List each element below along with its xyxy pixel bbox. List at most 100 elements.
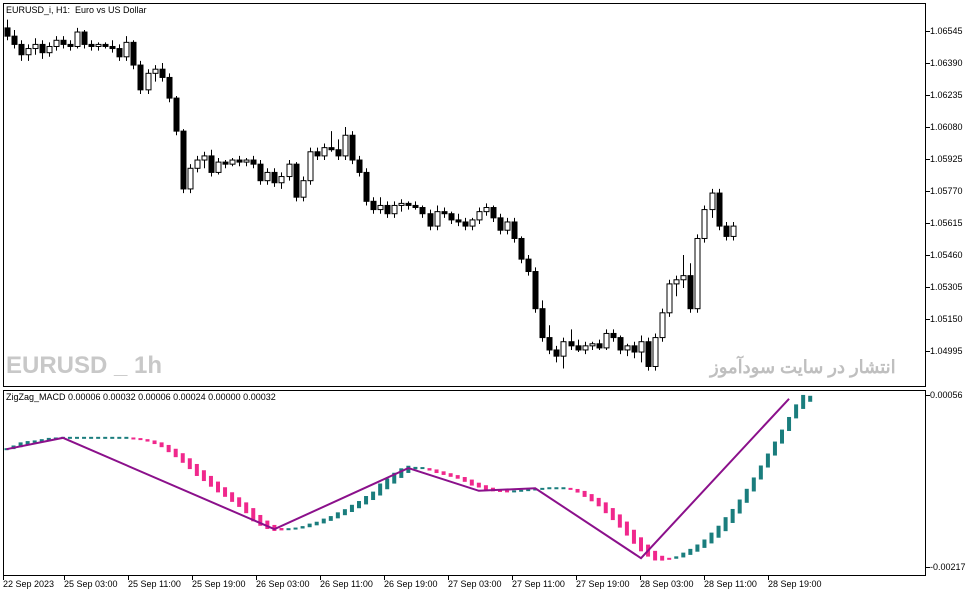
- macd-up-bar: [554, 487, 559, 490]
- macd-down-bar: [237, 497, 242, 507]
- candle-body: [159, 68, 166, 78]
- candle-body: [539, 308, 546, 339]
- bear-candle: [236, 155, 243, 167]
- candle-body: [293, 163, 300, 198]
- candle-body: [201, 155, 208, 161]
- macd-up-bar: [723, 517, 728, 532]
- bull-candle: [730, 221, 737, 241]
- macd-up-bar: [335, 512, 340, 519]
- time-label: 25 Sep 19:00: [192, 579, 246, 589]
- macd-down-bar: [166, 444, 171, 453]
- price-tick: [926, 351, 930, 352]
- price-tick: [926, 191, 930, 192]
- candle-body: [363, 171, 370, 202]
- macd-up-bar: [392, 472, 397, 484]
- macd-up-bar: [75, 436, 79, 439]
- candle-body: [81, 31, 88, 45]
- macd-down-bar: [152, 440, 157, 445]
- macd-down-bar: [131, 437, 136, 440]
- bull-candle: [709, 188, 716, 218]
- candle-body: [441, 211, 448, 215]
- candle-body: [194, 159, 201, 169]
- bull-candle: [652, 333, 659, 371]
- macd-up-bar: [117, 436, 122, 439]
- bear-candle: [462, 217, 469, 231]
- bear-candle: [553, 345, 560, 363]
- macd-down-bar: [667, 557, 672, 560]
- macd-up-bar: [307, 523, 312, 528]
- macd-down-bar: [596, 497, 601, 507]
- macd-down-bar: [223, 487, 228, 497]
- candle-body: [137, 64, 144, 91]
- bull-candle: [300, 176, 307, 202]
- bear-candle: [687, 263, 694, 313]
- macd-up-bar: [342, 509, 347, 516]
- candle-body: [145, 72, 152, 91]
- macd-up-bar: [730, 508, 735, 523]
- bear-candle: [497, 213, 504, 235]
- time-tick: [192, 576, 193, 580]
- macd-down-bar: [469, 479, 474, 486]
- candle-body: [532, 271, 539, 310]
- bull-candle: [504, 217, 511, 235]
- candle-body: [67, 43, 74, 47]
- candle-body: [180, 130, 187, 190]
- bear-candle: [419, 205, 426, 218]
- candle-body: [11, 35, 18, 45]
- candle-body: [504, 221, 511, 231]
- bear-candle: [716, 188, 723, 231]
- price-chart-pane[interactable]: EURUSD_i, H1: Euro vs US Dollar: [3, 3, 926, 387]
- bull-candle: [582, 341, 589, 355]
- macd-down-bar: [476, 482, 481, 488]
- candle-body: [448, 213, 455, 221]
- bull-candle: [243, 157, 250, 167]
- bear-candle: [370, 197, 377, 214]
- time-axis[interactable]: 22 Sep 2023 25 Sep 03:00 25 Sep 11:00 25…: [3, 576, 926, 595]
- macd-down-bar: [610, 508, 615, 521]
- candle-body: [173, 97, 180, 132]
- candle-body: [483, 207, 490, 213]
- macd-up-bar: [25, 441, 30, 445]
- bear-candle: [363, 168, 370, 206]
- price-axis[interactable]: 1.06545 1.06390 1.06235 1.06080 1.05925 …: [926, 3, 979, 387]
- indicator-axis[interactable]: 0.00056 -0.00217: [926, 390, 979, 576]
- candle-body: [349, 134, 356, 161]
- price-label: 1.05305: [930, 282, 963, 292]
- macd-up-bar: [688, 548, 693, 555]
- bear-candle: [525, 255, 532, 276]
- candle-body: [391, 204, 398, 215]
- macd-up-bar: [314, 521, 319, 526]
- candle-body: [624, 345, 631, 351]
- time-label: 26 Sep 19:00: [384, 579, 438, 589]
- price-label: 1.06545: [930, 26, 963, 36]
- price-tick: [926, 63, 930, 64]
- candle-body: [300, 180, 307, 198]
- macd-down-bar: [201, 470, 206, 482]
- macd-up-bar: [67, 436, 72, 439]
- indicator-pane[interactable]: ZigZag_MACD 0.00006 0.00032 0.00006 0.00…: [3, 390, 926, 576]
- candle-body: [278, 176, 285, 184]
- bear-candle: [490, 205, 497, 222]
- bear-candle: [39, 40, 46, 59]
- bear-candle: [271, 168, 278, 187]
- macd-up-bar: [737, 499, 742, 514]
- macd-up-bar: [787, 416, 792, 431]
- candle-body: [236, 159, 243, 163]
- bull-candle: [391, 201, 398, 218]
- bear-candle: [257, 160, 264, 185]
- macd-up-bar: [321, 518, 326, 524]
- macd-down-bar: [138, 438, 143, 441]
- bear-candle: [173, 96, 180, 136]
- candle-body: [582, 345, 589, 351]
- price-label: 1.05770: [930, 186, 963, 196]
- bear-candle: [441, 207, 448, 218]
- bear-candle: [575, 339, 582, 353]
- bull-candle: [46, 42, 53, 57]
- bull-candle: [229, 157, 236, 167]
- macd-up-bar: [385, 478, 390, 490]
- macd-up-bar: [702, 539, 707, 548]
- bear-candle: [130, 40, 137, 70]
- macd-up-bar: [801, 394, 806, 409]
- macd-down-bar: [258, 514, 263, 526]
- time-label: 25 Sep 03:00: [64, 579, 118, 589]
